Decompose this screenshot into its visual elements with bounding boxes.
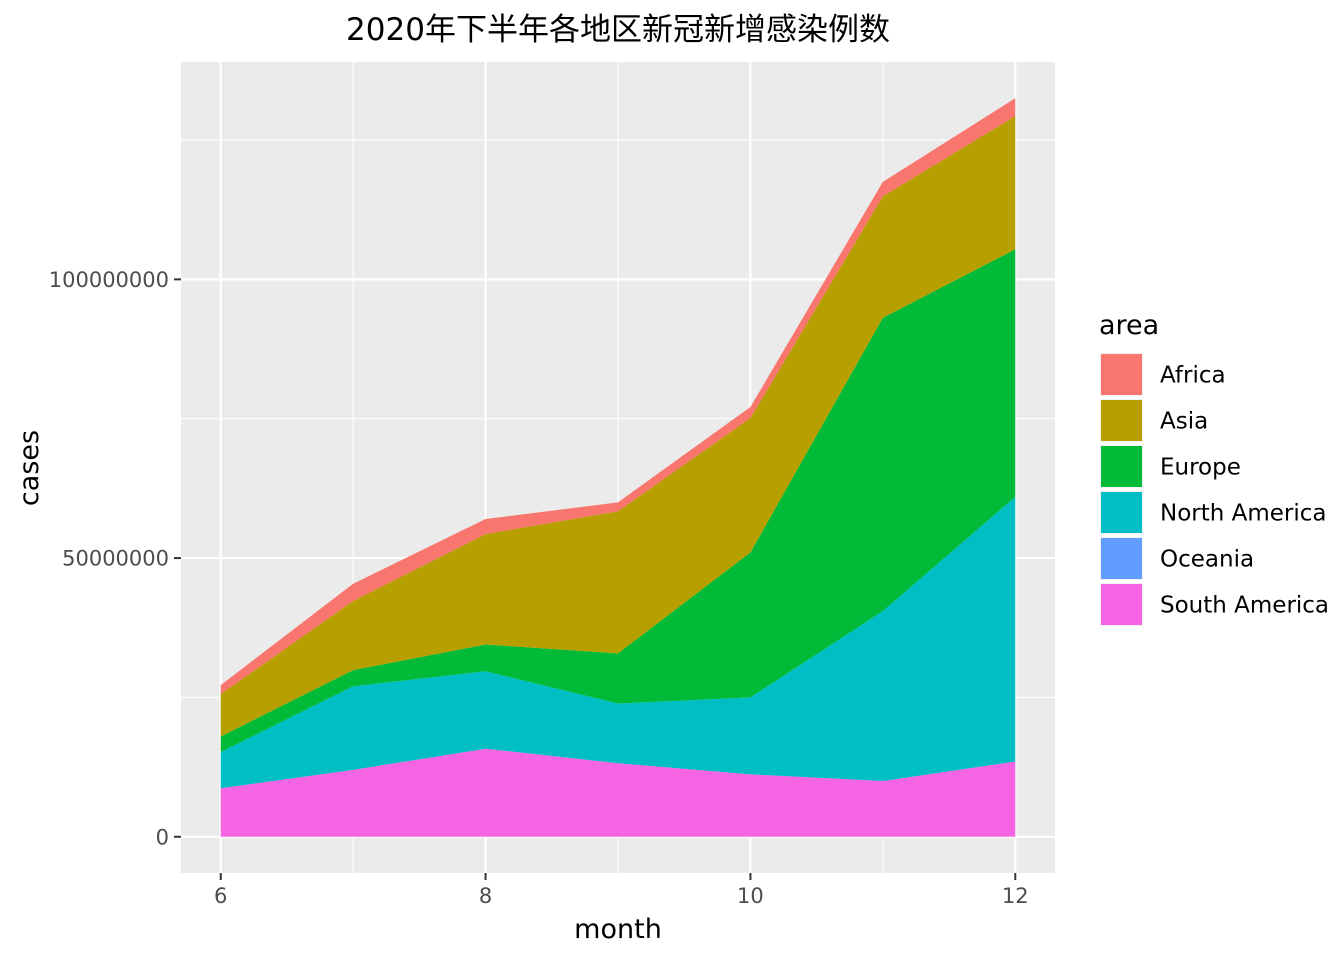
legend-swatch-africa: [1101, 354, 1142, 395]
legend-swatch-south-america: [1101, 584, 1142, 625]
area-africa: [220, 98, 1016, 695]
legend-title: area: [1099, 310, 1159, 341]
legend-swatch-europe: [1101, 446, 1142, 487]
legend-label-oceania: Oceania: [1160, 547, 1254, 573]
y-tick-label: 0: [156, 825, 169, 849]
x-tick-label: 12: [1002, 884, 1029, 908]
area-north-america: [220, 496, 1016, 789]
y-tick-label: 50000000: [62, 547, 169, 571]
area-europe: [220, 249, 1016, 753]
x-axis: 6 8 10 12: [214, 873, 1029, 908]
legend-label-north-america: North America: [1160, 501, 1327, 527]
legend-label-asia: Asia: [1160, 409, 1208, 435]
legend: area Africa Asia Europe North America Oceani…: [1099, 310, 1329, 626]
legend-label-south-america: South America: [1160, 593, 1329, 619]
legend-label-africa: Africa: [1160, 363, 1226, 389]
y-tick-label: 100000000: [49, 268, 169, 292]
legend-label-europe: Europe: [1160, 455, 1241, 481]
x-tick-label: 8: [479, 884, 492, 908]
area-asia: [220, 116, 1016, 737]
legend-swatch-north-america: [1101, 492, 1142, 533]
legend-swatch-oceania: [1101, 538, 1142, 579]
y-axis-title: cases: [14, 430, 45, 506]
x-axis-title: month: [574, 914, 662, 945]
chart-title: 2020年下半年各地区新冠新增感染例数: [346, 12, 890, 48]
area-south-america: [220, 748, 1016, 837]
y-axis: 0 50000000 100000000: [49, 268, 181, 849]
legend-swatch-asia: [1101, 400, 1142, 441]
area-series-group: [220, 98, 1016, 837]
x-tick-label: 10: [737, 884, 764, 908]
x-tick-label: 6: [214, 884, 227, 908]
